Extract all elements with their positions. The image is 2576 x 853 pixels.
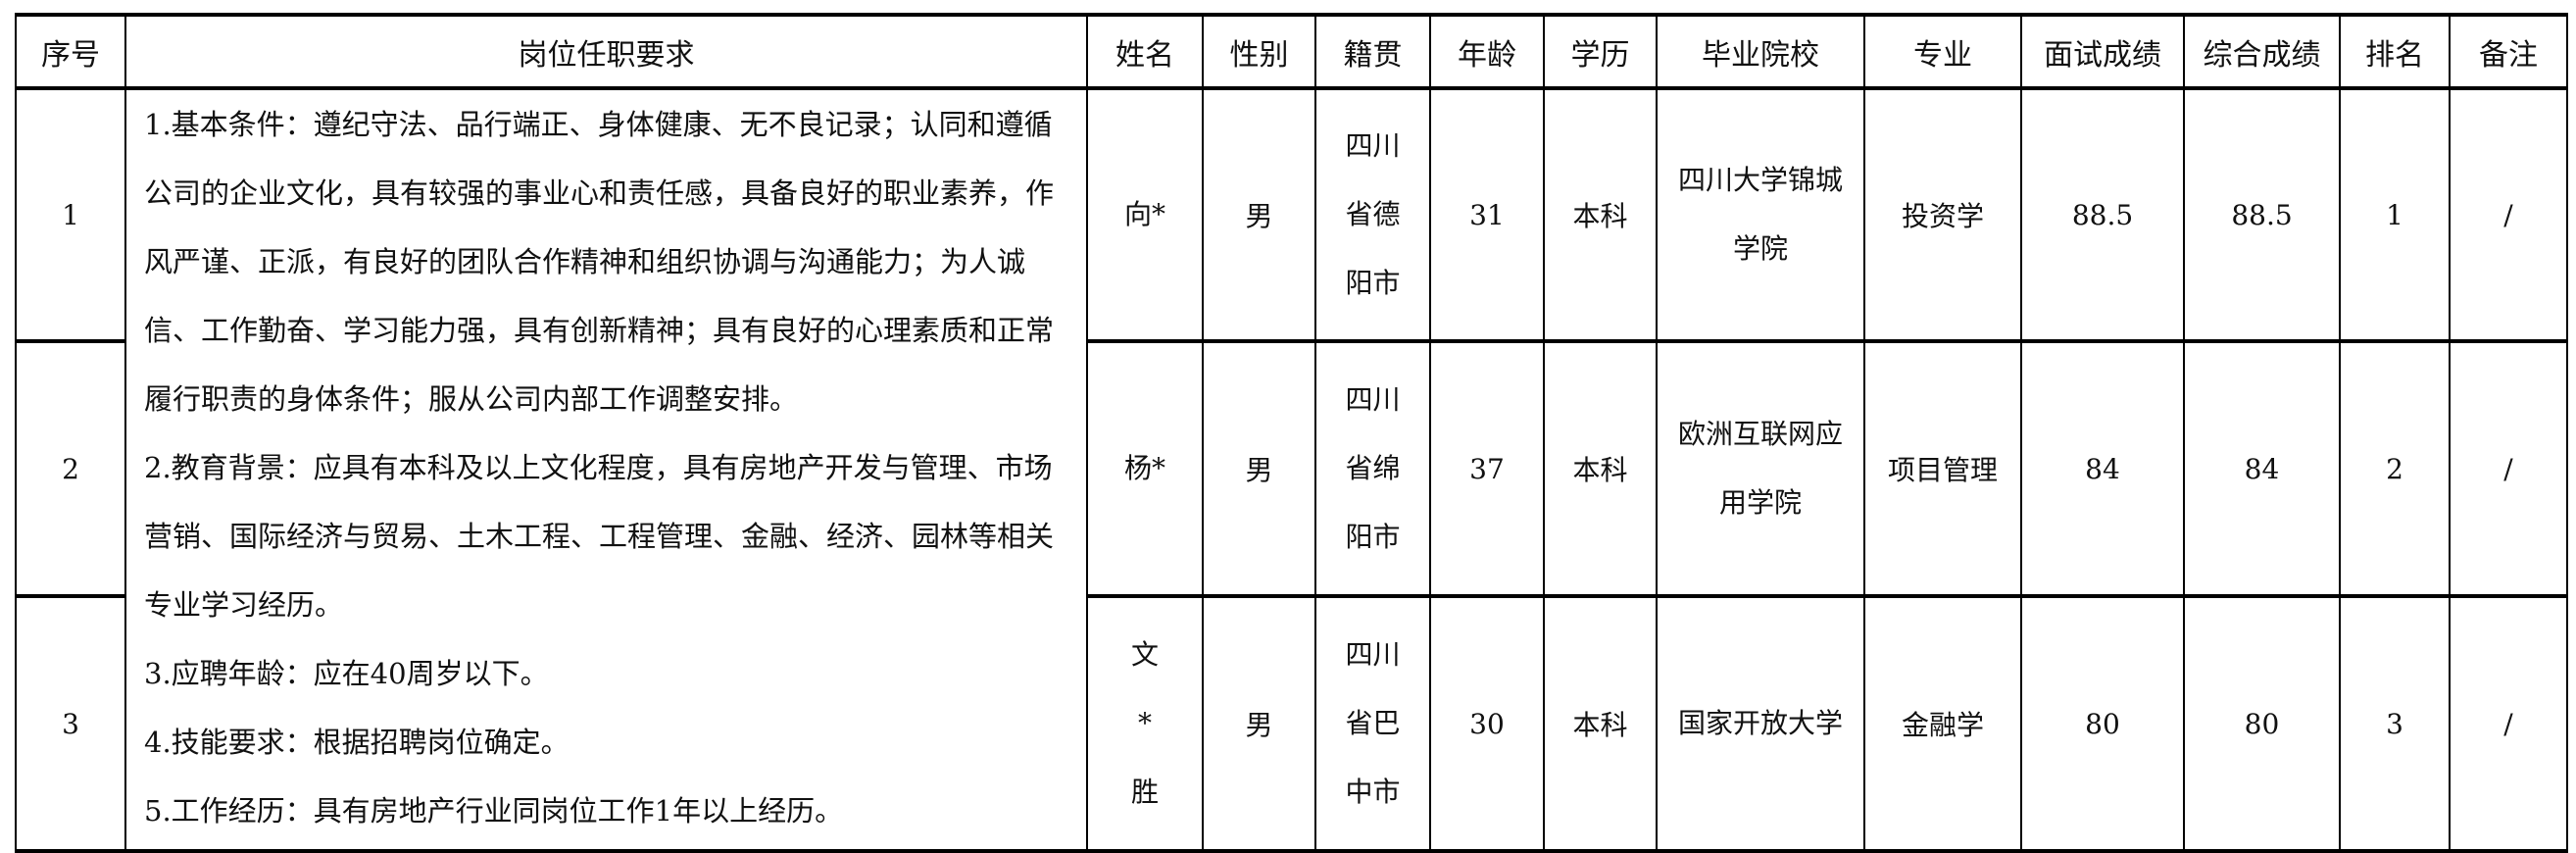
origin-line: 中市 — [1345, 776, 1401, 808]
note: / — [2449, 88, 2568, 343]
requirement-line: 4.技能要求：根据招聘岗位确定。 — [144, 726, 570, 759]
gender: 男 — [1202, 341, 1316, 598]
requirement-line: 1.基本条件：遵纪守法、品行端正、身体健康、无不良记录；认同和遵循 — [144, 108, 1053, 141]
interview-score: 88.5 — [2020, 88, 2185, 343]
rank: 1 — [2339, 88, 2451, 343]
requirement-line: 2.教育背景：应具有本科及以上文化程度，具有房地产开发与管理、市场 — [144, 451, 1053, 484]
total-score: 80 — [2183, 596, 2341, 853]
total-score: 84 — [2183, 341, 2341, 598]
age: 31 — [1429, 88, 1545, 343]
header-note: 备注 — [2449, 13, 2568, 90]
requirement-line: 营销、国际经济与贸易、土木工程、工程管理、金融、经济、园林等相关 — [144, 520, 1055, 553]
header-major: 专业 — [1863, 13, 2022, 90]
interview-score: 80 — [2020, 596, 2185, 853]
header-interview-score: 面试成绩 — [2020, 13, 2185, 90]
gender: 男 — [1202, 88, 1316, 343]
interview-score: 84 — [2020, 341, 2185, 598]
origin: 四川 省巴 中市 — [1314, 596, 1431, 853]
age: 30 — [1429, 596, 1545, 853]
requirement-line: 信、工作勤奋、学习能力强，具有创新精神；具有良好的心理素质和正常 — [144, 314, 1055, 347]
requirement-line: 履行职责的身体条件；服从公司内部工作调整安排。 — [144, 382, 799, 416]
origin-line: 省巴 — [1345, 707, 1401, 739]
candidate-name: 杨* — [1086, 341, 1204, 598]
school-line: 欧洲互联网应 — [1677, 418, 1843, 450]
rank: 3 — [2339, 596, 2451, 853]
school-line: 用学院 — [1718, 486, 1802, 519]
requirement-line: 5.工作经历：具有房地产行业同岗位工作1年以上经历。 — [144, 794, 844, 828]
school-line: 学院 — [1732, 232, 1788, 265]
row-number: 2 — [15, 341, 126, 598]
education: 本科 — [1543, 88, 1658, 343]
candidate-name-line: * — [1138, 707, 1152, 739]
major: 投资学 — [1863, 88, 2022, 343]
candidate-name: 文 * 胜 — [1086, 596, 1204, 853]
candidate-name-line: 文 — [1130, 638, 1159, 671]
header-name: 姓名 — [1086, 13, 1204, 90]
header-gender: 性别 — [1202, 13, 1316, 90]
note: / — [2449, 596, 2568, 853]
candidate-name: 向* — [1086, 88, 1204, 343]
total-score: 88.5 — [2183, 88, 2341, 343]
origin: 四川 省绵 阳市 — [1314, 341, 1431, 598]
table-row: 3 文 * 胜男四川 省巴 中市 30 本科 国家开放大学 金融学 80 80 3/ — [15, 596, 2568, 853]
origin: 四川 省德 阳市 — [1314, 88, 1431, 343]
header-education: 学历 — [1543, 13, 1658, 90]
education: 本科 — [1543, 596, 1658, 853]
school: 国家开放大学 — [1656, 596, 1865, 853]
school: 四川大学锦城 学院 — [1656, 88, 1865, 343]
major: 金融学 — [1863, 596, 2022, 853]
origin-line: 阳市 — [1345, 267, 1401, 299]
origin-line: 省德 — [1345, 198, 1401, 230]
requirement-line: 风严谨、正派，有良好的团队合作精神和组织协调与沟通能力；为人诚 — [144, 245, 1026, 278]
major: 项目管理 — [1863, 341, 2022, 598]
row-number: 1 — [15, 88, 126, 343]
requirement-line: 3.应聘年龄：应在40周岁以下。 — [144, 657, 549, 690]
school-line: 四川大学锦城 — [1677, 164, 1843, 196]
header-origin: 籍贯 — [1314, 13, 1431, 90]
school: 欧洲互联网应 用学院 — [1656, 341, 1865, 598]
header-row: 序号 岗位任职要求 姓名 性别 籍贯 年龄 学历 毕业院校 专业 面试成绩 综合成绩 排名 备注 — [15, 13, 2568, 90]
origin-line: 省绵 — [1345, 452, 1401, 484]
candidate-name-line: 杨* — [1123, 452, 1165, 484]
header-rank: 排名 — [2339, 13, 2451, 90]
rank: 2 — [2339, 341, 2451, 598]
candidate-name-line: 向* — [1123, 198, 1165, 230]
row-number: 3 — [15, 596, 126, 853]
header-age: 年龄 — [1429, 13, 1545, 90]
school-line: 国家开放大学 — [1677, 707, 1843, 739]
origin-line: 阳市 — [1345, 521, 1401, 553]
origin-line: 四川 — [1345, 638, 1401, 671]
header-requirements: 岗位任职要求 — [124, 13, 1088, 90]
origin-line: 四川 — [1345, 383, 1401, 416]
requirement-line: 公司的企业文化，具有较强的事业心和责任感，具备良好的职业素养，作 — [144, 176, 1055, 210]
candidate-table: 序号 岗位任职要求 姓名 性别 籍贯 年龄 学历 毕业院校 专业 面试成绩 综合成绩 排名 备注 1 1.… — [15, 13, 2568, 853]
education: 本科 — [1543, 341, 1658, 598]
header-no: 序号 — [15, 13, 126, 90]
origin-line: 四川 — [1345, 129, 1401, 162]
requirement-line: 专业学习经历。 — [144, 588, 344, 622]
table-row: 1 1.基本条件：遵纪守法、品行端正、身体健康、无不良记录；认同和遵循 公司的企业文… — [15, 88, 2568, 853]
header-school: 毕业院校 — [1656, 13, 1865, 90]
table-row: 2 杨* 男四川 省绵 阳市 37 本科 欧洲互联网应 用学院 项目管理 84 84 2/ — [15, 341, 2568, 598]
candidate-name-line: 胜 — [1130, 776, 1159, 808]
gender: 男 — [1202, 596, 1316, 853]
note: / — [2449, 341, 2568, 598]
age: 37 — [1429, 341, 1545, 598]
header-total-score: 综合成绩 — [2183, 13, 2341, 90]
job-requirements: 1.基本条件：遵纪守法、品行端正、身体健康、无不良记录；认同和遵循 公司的企业文化… — [124, 88, 1088, 853]
